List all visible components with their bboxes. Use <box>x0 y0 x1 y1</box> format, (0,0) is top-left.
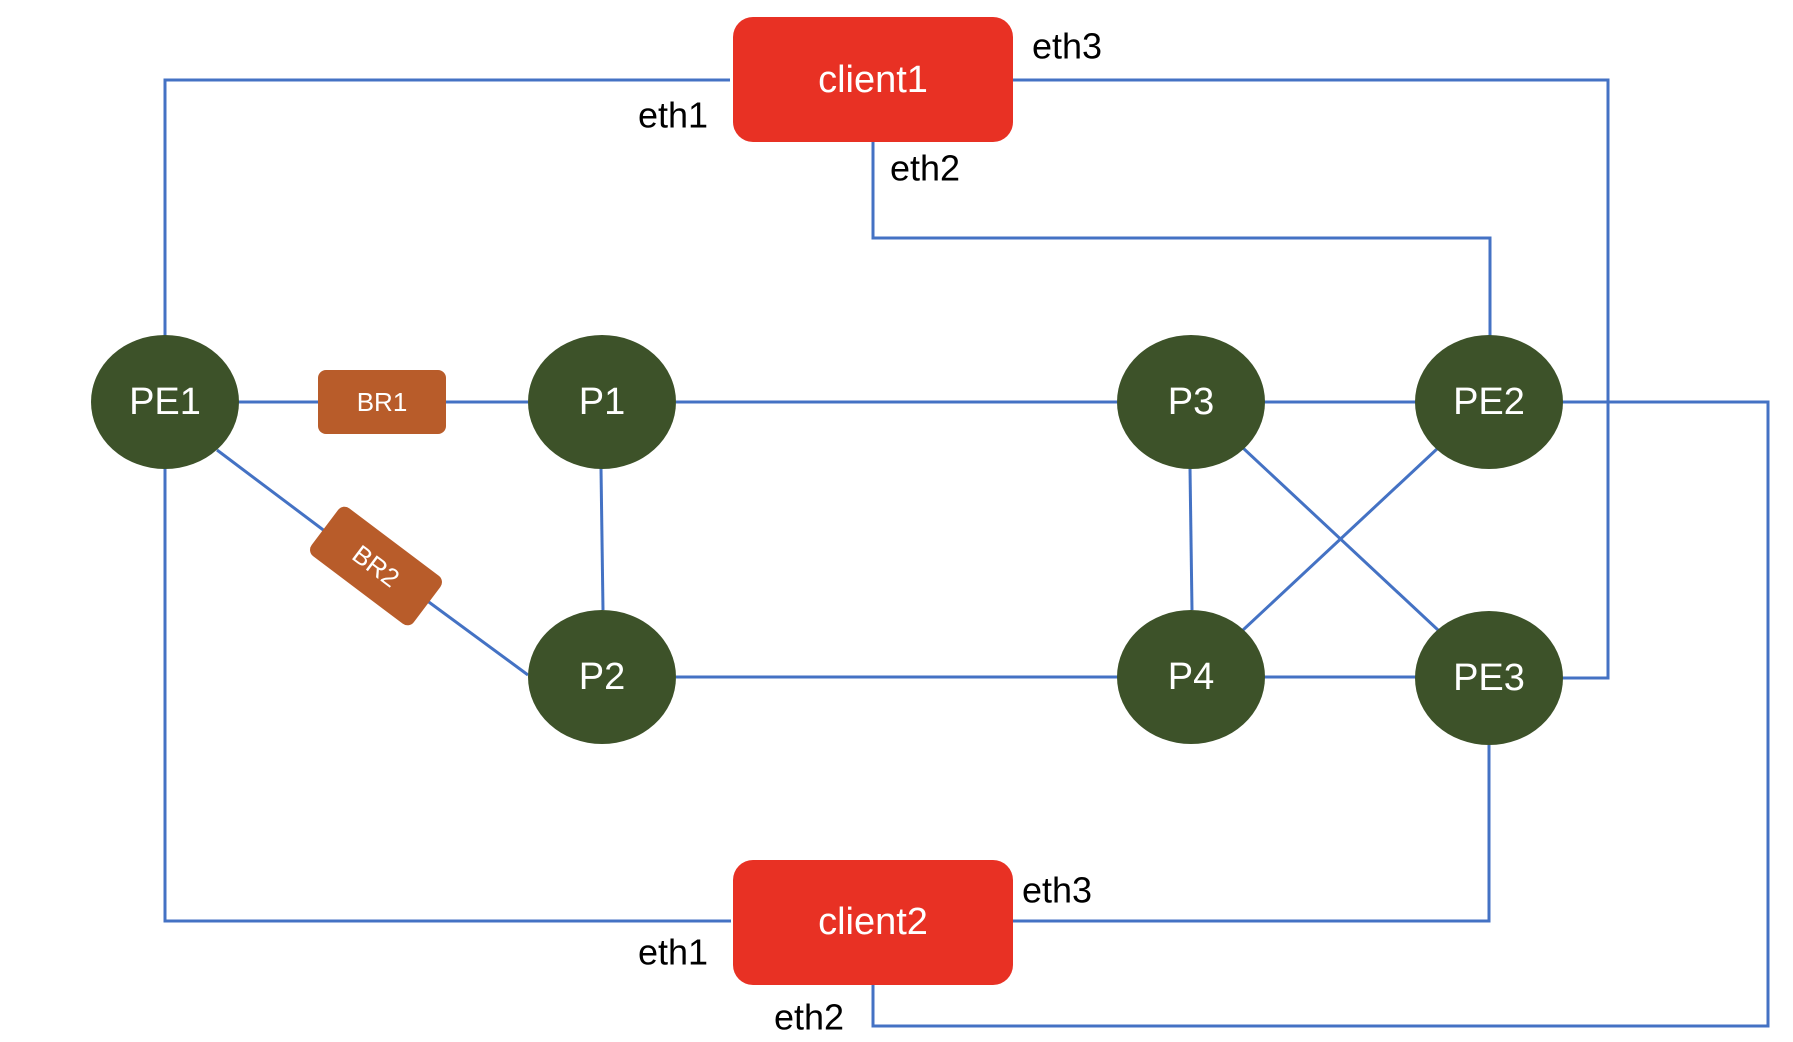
client2-eth2-label: eth2 <box>774 997 844 1038</box>
client1-eth3-label: eth3 <box>1032 26 1102 67</box>
link-br2-p2 <box>421 595 529 677</box>
link-pe2-client2-eth2 <box>871 400 1770 1028</box>
router-pe3[interactable]: PE3 <box>1415 611 1563 745</box>
router-p1[interactable]: P1 <box>528 335 676 469</box>
client2-eth3-label: eth3 <box>1022 870 1092 911</box>
client1-label: client1 <box>818 59 928 101</box>
bridge-br2[interactable]: BR2 <box>307 504 445 629</box>
router-p4[interactable]: P4 <box>1117 610 1265 744</box>
router-p1-label: P1 <box>579 381 625 423</box>
client2-eth1-label: eth1 <box>638 932 708 973</box>
router-p3-label: P3 <box>1168 381 1214 423</box>
client1-box[interactable]: client1 <box>733 17 1013 142</box>
router-p2[interactable]: P2 <box>528 610 676 744</box>
link-pe3-client2-eth3 <box>1012 745 1491 923</box>
link-p1-p2 <box>599 467 605 611</box>
router-pe2-label: PE2 <box>1453 381 1525 423</box>
router-p2-label: P2 <box>579 656 625 698</box>
router-pe2[interactable]: PE2 <box>1415 335 1563 469</box>
client1-eth2-label: eth2 <box>890 148 960 189</box>
link-pe1-client2-eth1 <box>163 466 731 923</box>
router-p3[interactable]: P3 <box>1117 335 1265 469</box>
router-pe3-label: PE3 <box>1453 657 1525 699</box>
router-pe1[interactable]: PE1 <box>91 335 239 469</box>
router-pe1-label: PE1 <box>129 381 201 423</box>
link-client1-eth1-pe1 <box>163 78 730 338</box>
bridge-br1-label: BR1 <box>357 387 408 417</box>
link-client1-eth3-pe3 <box>1010 78 1610 680</box>
link-client1-eth2-pe2 <box>871 140 1492 337</box>
link-pe1-br2 <box>216 448 331 537</box>
links <box>163 78 1770 1028</box>
link-p3-p4 <box>1188 467 1194 611</box>
router-p4-label: P4 <box>1168 656 1214 698</box>
client2-label: client2 <box>818 901 928 943</box>
link-pe2-p4 <box>1241 446 1440 632</box>
bridge-br1[interactable]: BR1 <box>318 370 446 434</box>
client1-eth1-label: eth1 <box>638 95 708 136</box>
client2-box[interactable]: client2 <box>733 860 1013 985</box>
